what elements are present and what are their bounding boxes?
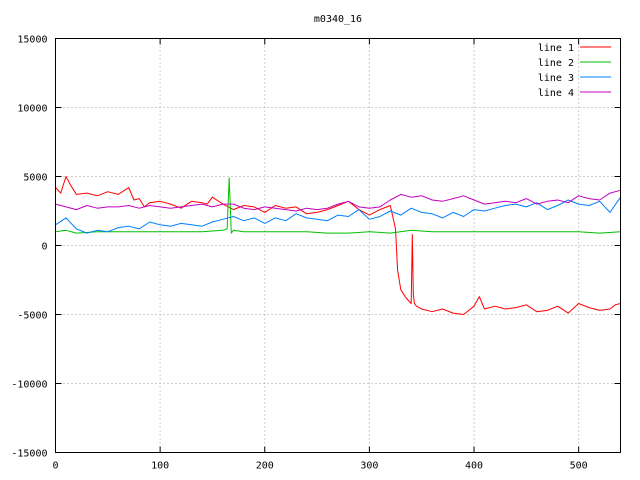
legend-label: line 2	[538, 58, 574, 69]
y-tick-label: 10000	[17, 104, 47, 115]
y-tick-label: 15000	[17, 35, 47, 46]
grid	[55, 38, 621, 453]
series-lines	[55, 176, 621, 315]
x-tick-label: 500	[570, 461, 588, 472]
y-tick-label: -10000	[11, 380, 47, 391]
series-line-3	[55, 196, 621, 234]
legend-label: line 1	[538, 43, 574, 54]
y-tick-label: -15000	[11, 449, 47, 460]
axis-ticks: 0 100 200 300 400 500 -15000 -10000 -5000 0 5000 10…	[11, 35, 621, 472]
series-line-2	[55, 177, 621, 234]
legend: line 1 line 2 line 3 line 4	[538, 43, 611, 99]
x-tick-label: 300	[360, 461, 378, 472]
legend-label: line 3	[538, 73, 574, 84]
y-tick-label: 0	[41, 242, 47, 253]
x-tick-label: 0	[52, 461, 58, 472]
x-tick-label: 400	[465, 461, 483, 472]
chart-title: m0340_16	[314, 14, 362, 25]
series-line-4	[55, 189, 621, 212]
x-tick-label: 200	[256, 461, 274, 472]
y-tick-label: 5000	[23, 173, 47, 184]
legend-label: line 4	[538, 88, 574, 99]
x-tick-label: 100	[151, 461, 169, 472]
y-tick-label: -5000	[17, 311, 47, 322]
